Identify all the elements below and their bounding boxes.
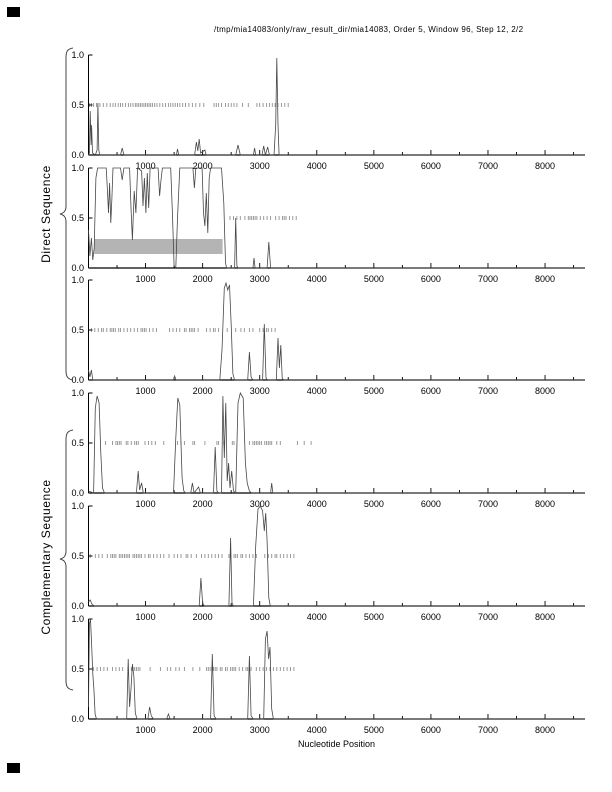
shaded-region: [94, 239, 223, 254]
page-corner-mark-top: [7, 7, 20, 17]
y-tick-label: 1.0: [71, 50, 84, 60]
x-tick-label: 5000: [364, 612, 384, 622]
x-tick-label: 3000: [250, 612, 270, 622]
probability-curve-complementary-2: [88, 505, 585, 607]
x-tick-label: 6000: [421, 499, 441, 509]
half-level-marker-row: [89, 554, 295, 558]
y-tick-label: 1.0: [71, 614, 84, 624]
half-level-marker-row: [93, 667, 295, 671]
x-tick-label: 5000: [364, 274, 384, 284]
half-level-marker-row: [89, 103, 289, 107]
x-tick-label: 1000: [136, 499, 156, 509]
x-tick-label: 2000: [193, 499, 213, 509]
y-tick-label: 1.0: [71, 275, 84, 285]
y-tick-label: 0.0: [71, 601, 84, 611]
y-tick-label: 0.5: [71, 438, 84, 448]
y-tick-label: 0.0: [71, 488, 84, 498]
x-tick-label: 3000: [250, 386, 270, 396]
x-tick-label: 2000: [193, 274, 213, 284]
x-tick-label: 7000: [478, 386, 498, 396]
half-level-marker-row: [105, 441, 312, 445]
x-tick-label: 5000: [364, 161, 384, 171]
x-tick-label: 1000: [136, 725, 156, 735]
x-tick-label: 3000: [250, 725, 270, 735]
x-tick-label: 6000: [421, 161, 441, 171]
page-title: /tmp/mia14083/only/raw_result_dir/mia140…: [214, 25, 524, 34]
x-tick-label: 4000: [307, 386, 327, 396]
x-tick-label: 3000: [250, 161, 270, 171]
x-tick-label: 6000: [421, 612, 441, 622]
probability-curve-complementary-3: [88, 618, 585, 720]
x-tick-label: 8000: [535, 612, 555, 622]
x-tick-label: 2000: [193, 161, 213, 171]
x-tick-label: 4000: [307, 612, 327, 622]
x-tick-label: 1000: [136, 612, 156, 622]
y-tick-label: 0.5: [71, 325, 84, 335]
page-corner-mark-bottom: [7, 763, 20, 773]
y-tick-label: 0.5: [71, 100, 84, 110]
x-tick-label: 4000: [307, 499, 327, 509]
probability-curve-direct-1: [88, 57, 585, 156]
y-tick-label: 0.5: [71, 664, 84, 674]
probability-curve-direct-2: [88, 167, 585, 270]
x-tick-label: 1000: [136, 386, 156, 396]
y-tick-label: 1.0: [71, 501, 84, 511]
x-tick-label: 7000: [478, 499, 498, 509]
x-tick-label: 7000: [478, 274, 498, 284]
x-tick-label: 2000: [193, 612, 213, 622]
y-tick-label: 0.0: [71, 714, 84, 724]
complementary-group-brace: [59, 429, 74, 691]
y-tick-label: 0.0: [71, 150, 84, 160]
x-tick-label: 7000: [478, 161, 498, 171]
y-tick-label: 0.5: [71, 213, 84, 223]
x-tick-label: 4000: [307, 274, 327, 284]
probability-curve-complementary-1: [88, 391, 585, 494]
y-tick-label: 1.0: [71, 163, 84, 173]
x-tick-label: 6000: [421, 386, 441, 396]
y-tick-label: 0.5: [71, 551, 84, 561]
x-tick-label: 6000: [421, 725, 441, 735]
x-tick-label: 7000: [478, 725, 498, 735]
x-tick-label: 3000: [250, 499, 270, 509]
x-tick-label: 1000: [136, 161, 156, 171]
x-tick-label: 3000: [250, 274, 270, 284]
probability-curve-direct-3: [88, 281, 585, 381]
x-tick-label: 4000: [307, 725, 327, 735]
x-tick-label: 6000: [421, 274, 441, 284]
direct-group-brace: [59, 47, 74, 381]
x-tick-label: 4000: [307, 161, 327, 171]
y-tick-label: 0.0: [71, 375, 84, 385]
x-axis-title: Nucleotide Position: [297, 739, 376, 749]
x-tick-label: 8000: [535, 725, 555, 735]
half-level-marker-row: [90, 328, 276, 332]
x-tick-label: 5000: [364, 386, 384, 396]
x-tick-label: 5000: [364, 725, 384, 735]
x-tick-label: 8000: [535, 274, 555, 284]
x-tick-label: 1000: [136, 274, 156, 284]
y-tick-label: 1.0: [71, 388, 84, 398]
x-tick-label: 2000: [193, 386, 213, 396]
x-tick-label: 8000: [535, 161, 555, 171]
x-tick-label: 2000: [193, 725, 213, 735]
x-tick-label: 8000: [535, 499, 555, 509]
half-level-marker-row: [229, 216, 297, 220]
x-tick-label: 7000: [478, 612, 498, 622]
y-tick-label: 0.0: [71, 263, 84, 273]
x-tick-label: 8000: [535, 386, 555, 396]
x-tick-label: 5000: [364, 499, 384, 509]
